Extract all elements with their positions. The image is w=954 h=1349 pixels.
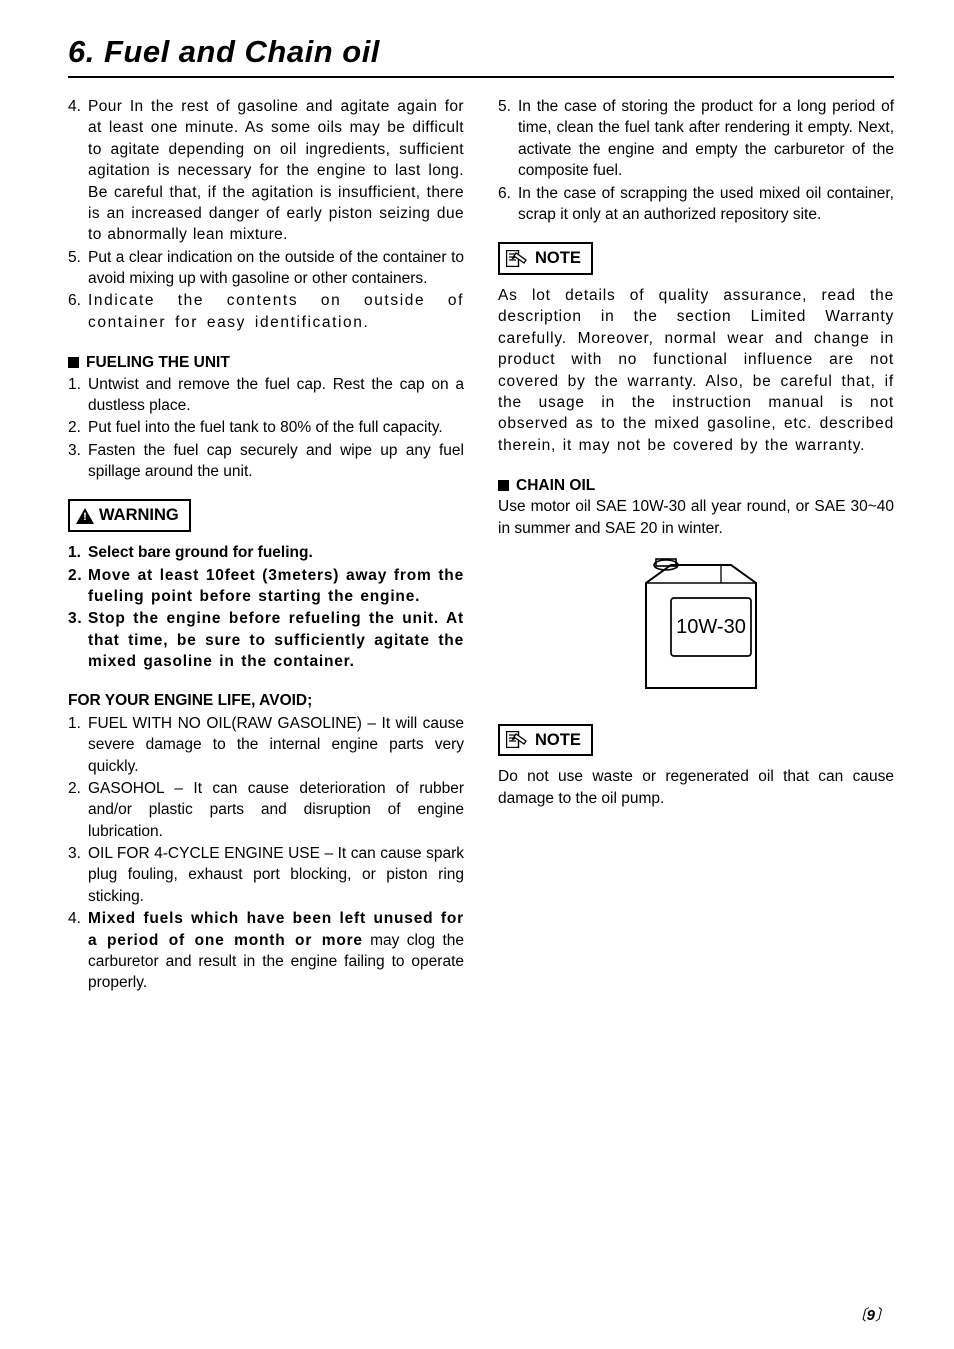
avoid-list: 1.FUEL WITH NO OIL(RAW GASOLINE) – It wi… — [68, 713, 464, 907]
item-text: Indicate the contents on outside of cont… — [88, 290, 464, 333]
list-item: 1.Select bare ground for fueling. — [68, 542, 464, 563]
list-item: 2.Put fuel into the fuel tank to 80% of … — [68, 417, 464, 438]
list-item: 3.OIL FOR 4-CYCLE ENGINE USE – It can ca… — [68, 843, 464, 907]
right-column: 5.In the case of storing the product for… — [498, 96, 894, 995]
item-text: Untwist and remove the fuel cap. Rest th… — [88, 374, 464, 417]
item-number: 3. — [68, 608, 88, 672]
list-item: 1.FUEL WITH NO OIL(RAW GASOLINE) – It wi… — [68, 713, 464, 777]
item-number: 1. — [68, 374, 88, 417]
list-item: 4. Mixed fuels which have been left unus… — [68, 908, 464, 994]
note-icon — [506, 250, 528, 267]
item-number: 1. — [68, 713, 88, 777]
fueling-heading-text: FUELING THE UNIT — [86, 352, 230, 373]
warning-triangle-icon — [76, 508, 94, 524]
item-number: 5. — [498, 96, 518, 182]
warning-label: WARNING — [99, 504, 179, 527]
note-label-2: NOTE — [535, 729, 581, 752]
list-item: 5.Put a clear indication on the outside … — [68, 247, 464, 290]
chain-oil-heading-text: CHAIN OIL — [516, 475, 595, 496]
list-item: 2.Move at least 10feet (3meters) away fr… — [68, 565, 464, 608]
list-item: 2.GASOHOL – It can cause deterioration o… — [68, 778, 464, 842]
item-text: Move at least 10feet (3meters) away from… — [88, 565, 464, 608]
warning-list: 1.Select bare ground for fueling.2.Move … — [68, 542, 464, 672]
list-item: 5.In the case of storing the product for… — [498, 96, 894, 182]
note-icon — [506, 731, 528, 748]
page-number: 〔9〕 — [852, 1304, 890, 1325]
item-number: 1. — [68, 542, 88, 563]
note-callout-1: NOTE — [498, 242, 593, 275]
item-text: Put a clear indication on the outside of… — [88, 247, 464, 290]
item-number: 6. — [68, 290, 88, 333]
item-text: GASOHOL – It can cause deterioration of … — [88, 778, 464, 842]
note-callout-2: NOTE — [498, 724, 593, 757]
item-text: OIL FOR 4-CYCLE ENGINE USE – It can caus… — [88, 843, 464, 907]
item-text: Select bare ground for fueling. — [88, 542, 464, 563]
item-number: 4. — [68, 908, 88, 994]
item-number: 4. — [68, 96, 88, 246]
top-list-right: 5.In the case of storing the product for… — [498, 96, 894, 225]
can-label-text: 10W-30 — [676, 616, 746, 638]
note-label-1: NOTE — [535, 247, 581, 270]
item-number: 2. — [68, 417, 88, 438]
fueling-list: 1.Untwist and remove the fuel cap. Rest … — [68, 374, 464, 483]
list-item: 6.Indicate the contents on outside of co… — [68, 290, 464, 333]
avoid-heading: FOR YOUR ENGINE LIFE, AVOID; — [68, 690, 464, 711]
top-list-left: 4.Pour In the rest of gasoline and agita… — [68, 96, 464, 333]
item-text: Mixed fuels which have been left unused … — [88, 908, 464, 994]
content-columns: 4.Pour In the rest of gasoline and agita… — [68, 96, 894, 995]
item-text: In the case of storing the product for a… — [518, 96, 894, 182]
item-number: 6. — [498, 183, 518, 226]
item-text: Put fuel into the fuel tank to 80% of th… — [88, 417, 464, 438]
item-number: 5. — [68, 247, 88, 290]
list-item: 4.Pour In the rest of gasoline and agita… — [68, 96, 464, 246]
item-number: 3. — [68, 440, 88, 483]
left-column: 4.Pour In the rest of gasoline and agita… — [68, 96, 464, 995]
list-item: 6.In the case of scrapping the used mixe… — [498, 183, 894, 226]
note2-paragraph: Do not use waste or regenerated oil that… — [498, 766, 894, 809]
page-title: 6. Fuel and Chain oil — [68, 34, 894, 78]
fueling-heading: FUELING THE UNIT — [68, 352, 464, 373]
warning-callout: WARNING — [68, 499, 191, 532]
square-bullet-icon — [68, 357, 79, 368]
item-number: 2. — [68, 565, 88, 608]
item-number: 3. — [68, 843, 88, 907]
item-text: Pour In the rest of gasoline and agitate… — [88, 96, 464, 246]
list-item: 1.Untwist and remove the fuel cap. Rest … — [68, 374, 464, 417]
note1-paragraph: As lot details of quality assurance, rea… — [498, 285, 894, 456]
chain-oil-paragraph: Use motor oil SAE 10W-30 all year round,… — [498, 496, 894, 539]
oil-can-illustration: 10W-30 — [601, 553, 791, 719]
item-text: FUEL WITH NO OIL(RAW GASOLINE) – It will… — [88, 713, 464, 777]
item-text: In the case of scrapping the used mixed … — [518, 183, 894, 226]
item-number: 2. — [68, 778, 88, 842]
page-number-value: 9 — [867, 1307, 875, 1324]
list-item: 3.Fasten the fuel cap securely and wipe … — [68, 440, 464, 483]
list-item: 3.Stop the engine before refueling the u… — [68, 608, 464, 672]
square-bullet-icon — [498, 480, 509, 491]
item-text: Stop the engine before refueling the uni… — [88, 608, 464, 672]
chain-oil-heading: CHAIN OIL — [498, 475, 894, 496]
item-text: Fasten the fuel cap securely and wipe up… — [88, 440, 464, 483]
